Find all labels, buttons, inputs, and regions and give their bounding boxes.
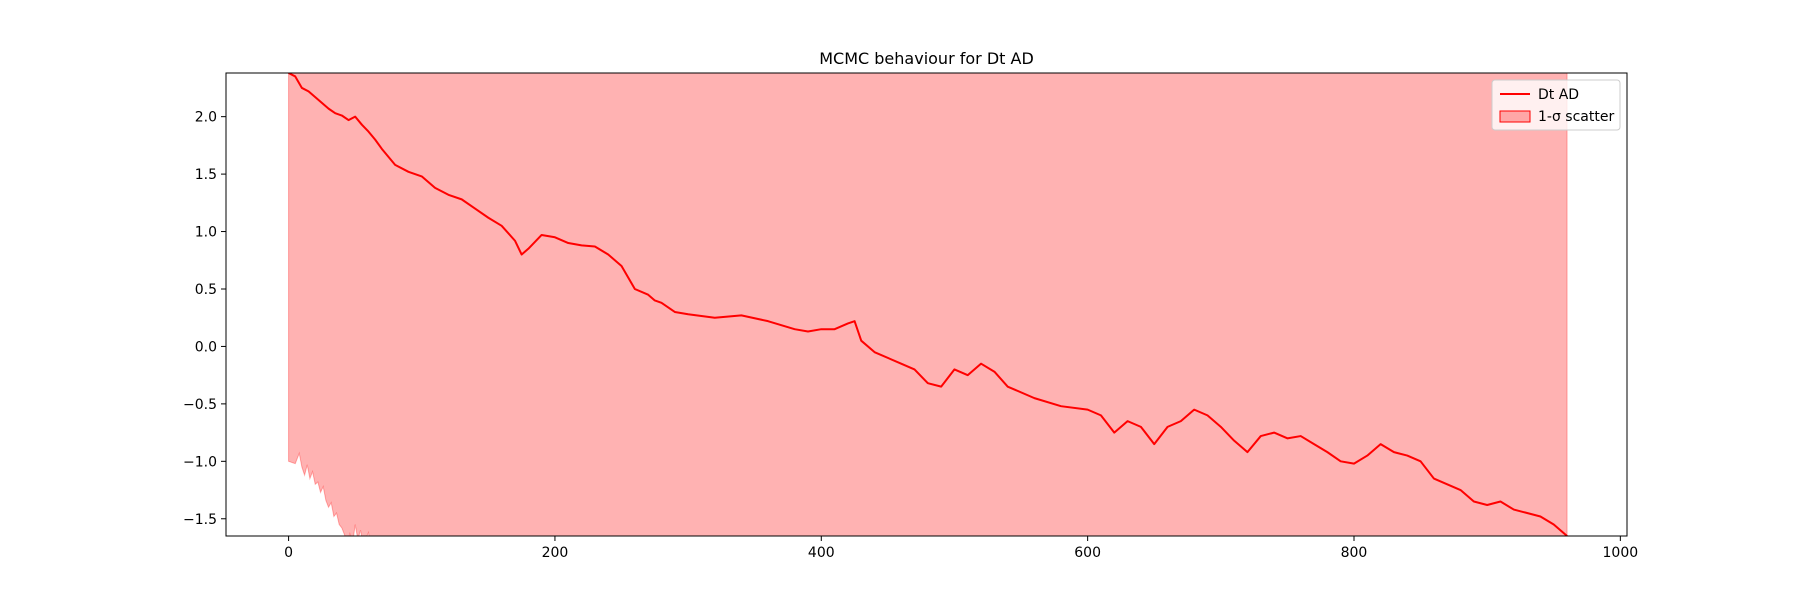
plot-frame bbox=[225, 72, 1628, 537]
legend-band-swatch bbox=[1499, 110, 1531, 123]
y-tick-label: −0.5 bbox=[183, 397, 217, 413]
legend-label-scatter: 1-σ scatter bbox=[1538, 109, 1614, 125]
x-tick-label: 1000 bbox=[1603, 545, 1639, 561]
y-tick-label: 1.0 bbox=[195, 225, 217, 241]
legend-label-dt-ad: Dt AD bbox=[1538, 87, 1579, 103]
y-axis: −1.5 −1.0 −0.5 0.0 0.5 1.0 1.5 2.0 bbox=[183, 110, 226, 528]
scatter-band-layer bbox=[288, 73, 1568, 536]
series-line-layer bbox=[288, 73, 1568, 536]
x-tick-label: 200 bbox=[542, 545, 569, 561]
series-line-dt-ad bbox=[288, 73, 1568, 536]
y-tick-label: 0.0 bbox=[195, 339, 217, 355]
x-tick-label: 400 bbox=[808, 545, 835, 561]
x-tick-label: 600 bbox=[1074, 545, 1101, 561]
scatter-band bbox=[288, 73, 1568, 536]
x-tick-label: 0 bbox=[284, 545, 293, 561]
chart-title: MCMC behaviour for Dt AD bbox=[819, 49, 1034, 68]
y-tick-label: 0.5 bbox=[195, 282, 217, 298]
y-tick-label: −1.5 bbox=[183, 512, 217, 528]
y-tick-label: −1.0 bbox=[183, 454, 217, 470]
y-tick-label: 1.5 bbox=[195, 167, 217, 183]
x-tick-label: 800 bbox=[1341, 545, 1368, 561]
x-axis: 0 200 400 600 800 1000 bbox=[284, 536, 1638, 561]
y-tick-label: 2.0 bbox=[195, 110, 217, 126]
legend-box bbox=[1491, 79, 1621, 131]
legend: Dt AD 1-σ scatter bbox=[1491, 79, 1621, 131]
